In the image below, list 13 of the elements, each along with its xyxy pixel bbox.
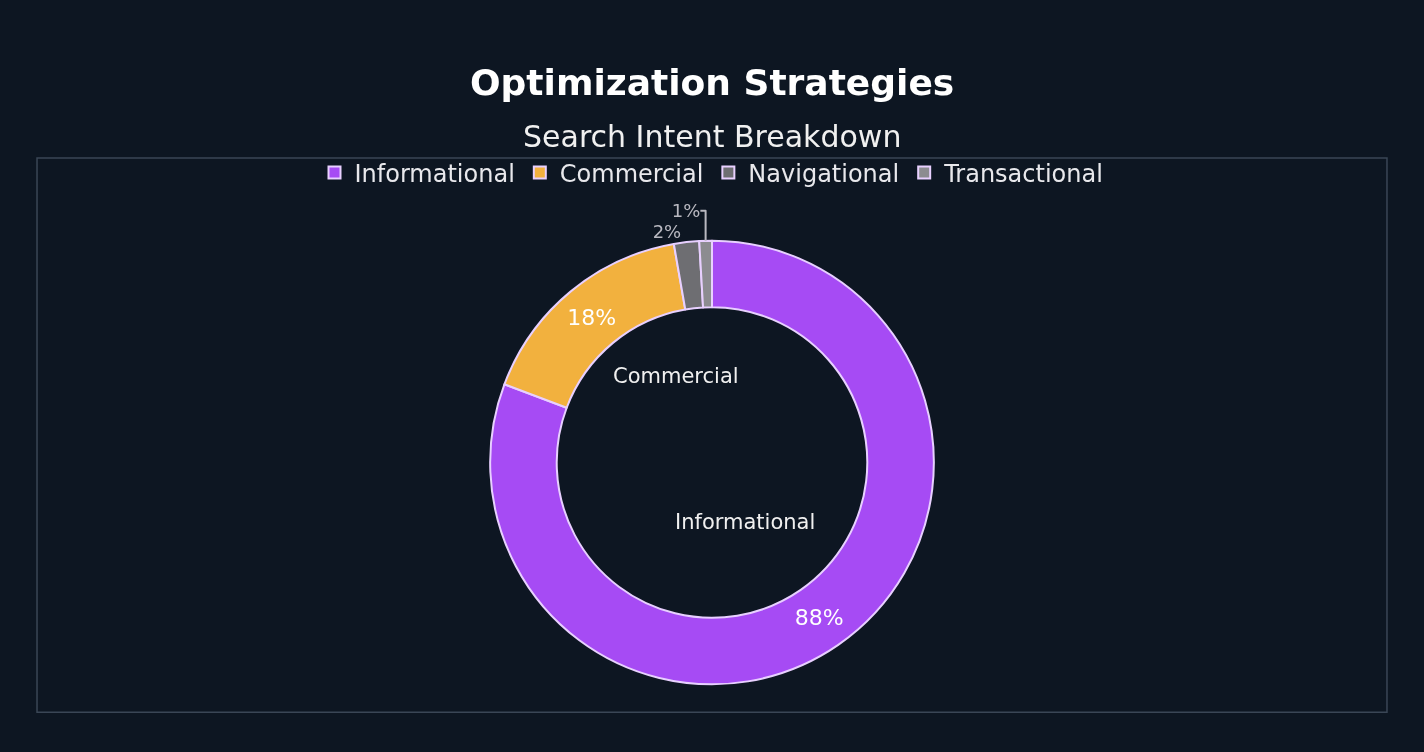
donut-slice: [489, 239, 935, 686]
text: Informational: [675, 510, 816, 534]
chart-title: Optimization Strategies: [470, 62, 955, 103]
legend-label: Transactional: [943, 159, 1103, 188]
legend-label: Commercial: [559, 159, 704, 188]
chart-subtitle: Search Intent Breakdown: [523, 119, 902, 154]
text: Commercial: [613, 364, 739, 388]
data-label: 18%: [567, 304, 617, 330]
data-label: 88%: [794, 605, 844, 631]
legend-label: Informational: [354, 159, 515, 188]
data-label: 2%: [652, 221, 682, 243]
data-label: 1%: [671, 200, 701, 222]
legend-label: Navigational: [748, 159, 900, 188]
